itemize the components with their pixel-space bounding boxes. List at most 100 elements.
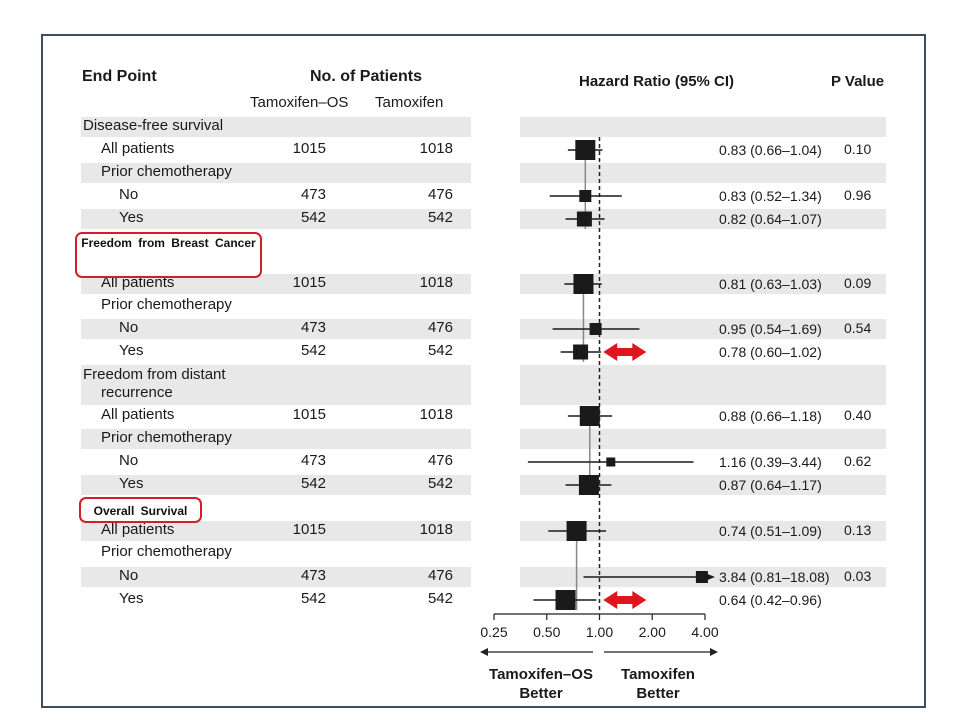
- left-favor-label-line2: Better: [519, 685, 563, 702]
- count-tamoxifen: 1018: [419, 140, 453, 157]
- count-tamoxifen: 1018: [419, 274, 453, 291]
- hr-ci-text: 3.84 (0.81–18.08): [719, 569, 830, 585]
- count-tamoxifen-os: 542: [300, 342, 326, 359]
- row-stripe: [81, 319, 471, 339]
- count-tamoxifen-os: 542: [300, 209, 326, 226]
- hr-ci-text: 0.81 (0.63–1.03): [719, 276, 822, 292]
- row-stripe: [81, 475, 471, 495]
- header-hazard-ratio: Hazard Ratio (95% CI): [579, 73, 735, 90]
- plot-row-stripe: [520, 209, 886, 229]
- hr-marker: [579, 190, 592, 202]
- row-label: All patients: [101, 521, 175, 538]
- row-label: No: [119, 319, 139, 336]
- hr-marker: [589, 323, 602, 335]
- hr-marker: [573, 344, 589, 360]
- row-label: Yes: [119, 475, 144, 492]
- row-label: Prior chemotherapy: [101, 296, 232, 313]
- plot-row-stripe: [520, 117, 886, 137]
- x-tick-label: 1.00: [586, 624, 613, 640]
- count-tamoxifen: 542: [427, 209, 453, 226]
- count-tamoxifen-os: 1015: [292, 521, 326, 538]
- count-tamoxifen-os: 542: [300, 590, 326, 607]
- row-label: No: [119, 567, 139, 584]
- p-value-text: 0.09: [844, 275, 872, 291]
- row-stripe: [81, 163, 471, 183]
- row-label: Yes: [119, 342, 144, 359]
- p-value-text: 0.96: [844, 187, 872, 203]
- row-label: Prior chemotherapy: [101, 163, 232, 180]
- highlight-arrow: [603, 591, 647, 609]
- p-value-text: 0.54: [844, 320, 872, 336]
- count-tamoxifen: 1018: [419, 521, 453, 538]
- hr-ci-text: 0.74 (0.51–1.09): [719, 523, 822, 539]
- count-tamoxifen: 476: [427, 186, 453, 203]
- row-stripe: [81, 365, 471, 405]
- count-tamoxifen: 1018: [419, 406, 453, 423]
- p-value-text: 0.62: [844, 453, 872, 469]
- count-tamoxifen-os: 473: [300, 319, 326, 336]
- hr-marker: [606, 457, 616, 467]
- count-tamoxifen: 542: [427, 475, 453, 492]
- left-favor-label: Tamoxifen–OS: [489, 666, 593, 683]
- row-label: Freedom from distant: [83, 366, 226, 383]
- hr-marker: [578, 475, 599, 495]
- highlight-arrow-shape: [603, 343, 647, 361]
- hr-ci-text: 0.83 (0.52–1.34): [719, 188, 822, 204]
- count-tamoxifen: 476: [427, 452, 453, 469]
- direction-arrowhead-left: [480, 648, 488, 656]
- row-label: Prior chemotherapy: [101, 429, 232, 446]
- count-tamoxifen: 476: [427, 567, 453, 584]
- count-tamoxifen-os: 1015: [292, 274, 326, 291]
- hr-marker: [555, 590, 576, 610]
- row-label: Disease-free survival: [83, 117, 224, 134]
- hr-marker: [579, 406, 600, 426]
- x-tick-label: 0.50: [533, 624, 560, 640]
- hr-ci-text: 0.95 (0.54–1.69): [719, 321, 822, 337]
- hr-ci-text: 0.83 (0.66–1.04): [719, 142, 822, 158]
- row-label-cont: recurrence: [101, 384, 173, 401]
- p-value-text: 0.03: [844, 568, 872, 584]
- header-p-value: P Value: [831, 73, 885, 90]
- row-stripe: [81, 209, 471, 229]
- plot-row-stripe: [520, 475, 886, 495]
- row-label: Yes: [119, 590, 144, 607]
- callout-breast-cancer: Freedom from Breast Cancer: [75, 232, 262, 278]
- plot-row-stripe: [520, 429, 886, 449]
- x-tick-label: 2.00: [639, 624, 666, 640]
- hr-ci-text: 0.87 (0.64–1.17): [719, 477, 822, 493]
- right-favor-label: Tamoxifen: [621, 666, 695, 683]
- hr-ci-text: 0.78 (0.60–1.02): [719, 344, 822, 360]
- hr-marker: [576, 211, 592, 227]
- count-tamoxifen-os: 1015: [292, 140, 326, 157]
- count-tamoxifen-os: 473: [300, 567, 326, 584]
- hr-marker: [566, 521, 587, 541]
- hr-marker: [573, 274, 594, 294]
- count-tamoxifen-os: 473: [300, 452, 326, 469]
- callout-overall-survival: Overall Survival: [79, 497, 202, 523]
- hr-ci-text: 0.88 (0.66–1.18): [719, 408, 822, 424]
- header-group-b: Tamoxifen: [375, 94, 444, 111]
- x-tick-label: 0.25: [480, 624, 507, 640]
- count-tamoxifen: 476: [427, 319, 453, 336]
- hr-marker: [695, 571, 708, 583]
- row-label: No: [119, 186, 139, 203]
- x-tick-label: 4.00: [691, 624, 718, 640]
- count-tamoxifen-os: 473: [300, 186, 326, 203]
- count-tamoxifen: 542: [427, 342, 453, 359]
- p-value-text: 0.10: [844, 141, 872, 157]
- highlight-arrow: [603, 343, 647, 361]
- header-no-of-patients: No. of Patients: [310, 68, 423, 85]
- row-label: Prior chemotherapy: [101, 543, 232, 560]
- count-tamoxifen-os: 1015: [292, 406, 326, 423]
- row-label: All patients: [101, 406, 175, 423]
- p-value-text: 0.13: [844, 522, 872, 538]
- highlight-arrow-shape: [603, 591, 647, 609]
- header-group-a: Tamoxifen–OS: [250, 94, 349, 111]
- row-label: All patients: [101, 274, 175, 291]
- p-value-text: 0.40: [844, 407, 872, 423]
- count-tamoxifen-os: 542: [300, 475, 326, 492]
- row-stripe: [81, 117, 471, 137]
- plot-row-stripe: [520, 319, 886, 339]
- header-end-point: End Point: [82, 68, 157, 85]
